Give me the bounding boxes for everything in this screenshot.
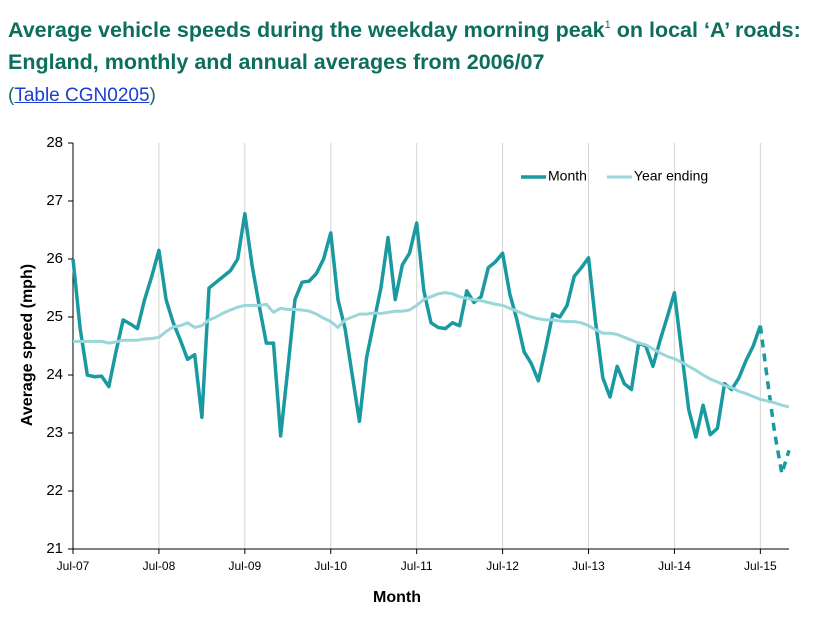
title-text: on local ‘A’ roads: England, monthly and… [8,18,801,74]
title-text: Average vehicle speeds during the weekda… [8,18,605,42]
table-link[interactable]: Table CGN0205 [14,85,150,106]
legend-label: Year ending [634,168,708,184]
paren: ) [149,85,156,106]
x-axis-title: Month [373,589,421,606]
y-axis-title: Average speed (mph) [19,264,36,426]
y-tick-label: 24 [46,366,63,383]
source-link-line: (Table CGN0205) [8,85,156,107]
y-tick-label: 23 [46,424,63,441]
y-tick-label: 28 [46,134,63,151]
x-tick-label: Jul-12 [486,559,519,573]
series-line-dashed [758,325,791,476]
x-tick-label: Jul-09 [228,559,261,573]
y-tick-label: 22 [46,482,63,499]
y-tick-label: 26 [46,250,63,267]
x-tick-label: Jul-10 [314,559,347,573]
legend-label: Month [548,168,587,184]
x-tick-label: Jul-13 [572,559,605,573]
y-tick-label: 25 [46,308,63,325]
x-tick-label: Jul-07 [57,559,90,573]
x-tick-label: Jul-15 [744,559,777,573]
x-tick-label: Jul-08 [143,559,176,573]
x-tick-label: Jul-11 [401,559,433,573]
x-tick-label: Jul-14 [658,559,691,573]
paren: ( [8,85,15,106]
title: Average vehicle speeds during the weekda… [8,14,808,78]
footnote-marker: 1 [604,19,611,31]
y-tick-label: 21 [46,540,63,557]
series-line [73,291,790,409]
y-tick-label: 27 [46,192,63,209]
